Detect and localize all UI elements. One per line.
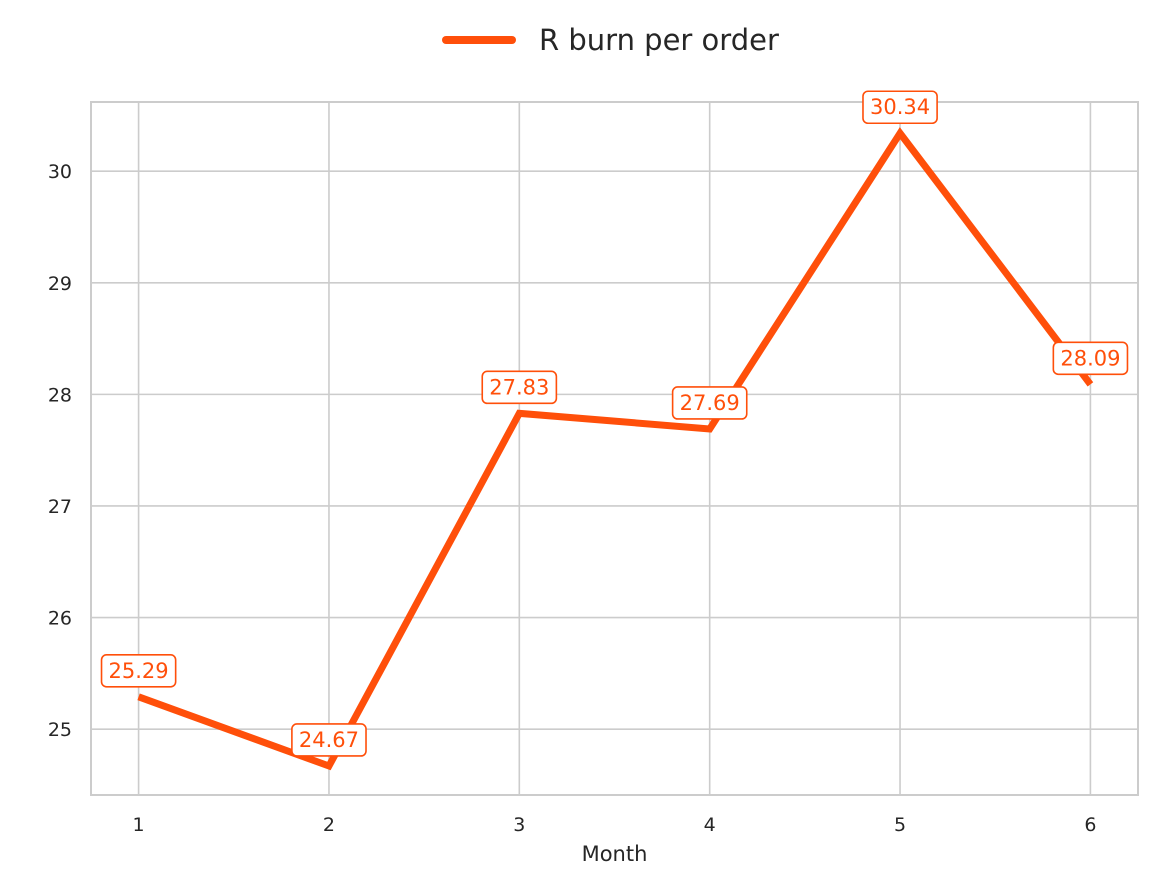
data-label-text: 25.29 [109, 659, 169, 683]
x-tick-label: 1 [133, 814, 145, 836]
data-label: 27.83 [481, 370, 558, 405]
grid [91, 102, 1138, 795]
plot-frame [90, 101, 1139, 796]
y-tick-label: 27 [48, 496, 72, 518]
x-axis-ticks: 1 2 3 4 5 6 [133, 814, 1097, 836]
x-axis-title: Month [582, 842, 648, 866]
y-tick-label: 28 [48, 384, 72, 406]
data-label-box [862, 90, 938, 125]
y-tick-label: 30 [48, 161, 72, 183]
data-label: 30.34 [862, 90, 938, 125]
data-label-text: 24.67 [299, 728, 359, 752]
data-label-text: 28.09 [1060, 346, 1120, 370]
legend[interactable]: R burn per order [442, 23, 779, 57]
data-label-text: 27.69 [680, 391, 740, 415]
data-label-box [671, 386, 748, 420]
x-tick-label: 6 [1084, 814, 1096, 836]
data-label-box [100, 653, 177, 688]
data-label-box [291, 723, 367, 757]
data-label-text: 27.83 [489, 375, 549, 399]
y-tick-label: 29 [48, 273, 72, 295]
data-label-box [481, 370, 558, 405]
y-tick-label: 26 [48, 608, 72, 630]
y-axis-ticks: 25 26 27 28 29 30 [48, 161, 72, 741]
data-label: 24.67 [291, 723, 367, 757]
series-line [137, 127, 1094, 771]
x-tick-label: 2 [323, 814, 335, 836]
data-label: 28.09 [1052, 341, 1129, 376]
x-tick-label: 4 [704, 814, 716, 836]
legend-label: R burn per order [539, 23, 779, 57]
data-label-text: 30.34 [870, 95, 930, 119]
x-tick-label: 5 [894, 814, 906, 836]
data-label: 27.69 [671, 386, 748, 420]
data-label-box [1052, 341, 1129, 376]
series-layer [137, 127, 1094, 771]
data-label: 25.29 [100, 653, 177, 688]
data-labels: 25.29 24.67 27.83 27.69 30.34 28.09 [100, 90, 1129, 757]
x-tick-label: 3 [513, 814, 525, 836]
y-tick-label: 25 [48, 719, 72, 741]
